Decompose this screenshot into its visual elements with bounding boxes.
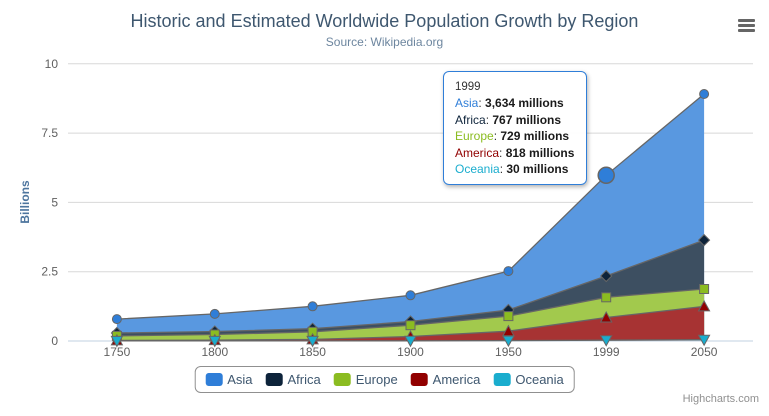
marker-europe-2050[interactable]	[699, 284, 710, 294]
x-axis-tick-label: 1850	[299, 345, 326, 359]
marker-africa-2050[interactable]	[697, 233, 711, 247]
chart-subtitle: Source: Wikipedia.org	[325, 35, 444, 49]
legend-label: Africa	[287, 372, 321, 387]
legend-label: Oceania	[515, 372, 564, 387]
legend-swatch-africa	[265, 373, 283, 386]
marker-oceania-1800[interactable]	[208, 335, 222, 348]
x-axis-tick-label: 1750	[104, 345, 131, 359]
series-area-asia[interactable]	[116, 94, 705, 341]
y-axis-tick-label: 0	[51, 334, 58, 348]
x-axis-tick-label: 1900	[397, 345, 424, 359]
series-area-america[interactable]	[116, 306, 705, 341]
legend-item-africa[interactable]: Africa	[265, 372, 321, 387]
y-axis-tick-label: 10	[45, 57, 59, 71]
legend-swatch-europe	[333, 373, 351, 386]
marker-asia-1800[interactable]	[209, 308, 220, 319]
marker-asia-1850[interactable]	[307, 301, 318, 312]
tooltip-row-oceania: Oceania: 30 millions	[455, 162, 569, 176]
legend-item-oceania[interactable]: Oceania	[493, 372, 564, 387]
tooltip-row-asia: Asia: 3,634 millions	[455, 96, 564, 110]
marker-asia-2050[interactable]	[699, 89, 710, 99]
marker-europe-1999[interactable]	[601, 292, 612, 303]
marker-oceania-1950[interactable]	[502, 335, 515, 348]
tooltip-row-europe: Europe: 729 millions	[455, 129, 570, 143]
tooltip: 1999 Asia: 3,634 millions Africa: 767 mil…	[443, 71, 588, 185]
marker-america-1999[interactable]	[599, 310, 613, 323]
marker-oceania-2050[interactable]	[697, 334, 711, 347]
tooltip-header: 1999	[455, 81, 481, 93]
x-axis-tick-label: 1999	[593, 345, 620, 359]
legend-item-america[interactable]: America	[410, 372, 481, 387]
marker-asia-1750[interactable]	[111, 314, 122, 325]
marker-africa-1999[interactable]	[599, 269, 613, 283]
legend-item-asia[interactable]: Asia	[205, 372, 253, 387]
marker-asia-1900[interactable]	[405, 290, 416, 301]
y-axis-title: Billions	[18, 180, 32, 224]
tooltip-row-africa: Africa: 767 millions	[455, 112, 562, 127]
y-axis-tick-label: 5	[51, 195, 58, 209]
legend-item-europe[interactable]: Europe	[333, 372, 398, 387]
x-axis-tick-label: 1800	[201, 345, 228, 359]
legend-label: Asia	[227, 372, 253, 387]
marker-america-2050[interactable]	[697, 299, 711, 312]
marker-europe-1900[interactable]	[405, 320, 416, 331]
legend: Asia Africa Europe America Oceania	[194, 366, 575, 393]
x-axis-tick-label: 1950	[495, 345, 522, 359]
y-axis-tick-label: 2.5	[41, 265, 58, 279]
legend-swatch-asia	[205, 373, 223, 386]
marker-oceania-1900[interactable]	[404, 335, 417, 348]
tooltip-row-america: America: 818 millions	[455, 145, 575, 160]
hamburger-icon	[738, 18, 756, 32]
marker-europe-1950[interactable]	[503, 311, 514, 322]
marker-asia-1950[interactable]	[503, 266, 514, 277]
tooltip-rows: Asia: 3,634 millions Africa: 767 millions…	[455, 95, 574, 178]
chart-title: Historic and Estimated Worldwide Populat…	[130, 11, 639, 31]
x-axis-tick-label: 2050	[691, 345, 718, 359]
marker-asia-1999[interactable]	[597, 166, 615, 185]
legend-swatch-america	[410, 373, 428, 386]
legend-swatch-oceania	[493, 373, 511, 386]
marker-oceania-1850[interactable]	[306, 335, 319, 348]
marker-oceania-1999[interactable]	[599, 335, 613, 347]
legend-label: Europe	[355, 372, 398, 387]
y-axis-tick-label: 7.5	[41, 126, 58, 140]
export-menu-button[interactable]	[734, 13, 760, 37]
credits-link[interactable]: Highcharts.com	[682, 393, 759, 405]
legend-label: America	[432, 372, 481, 387]
marker-oceania-1750[interactable]	[110, 335, 124, 348]
